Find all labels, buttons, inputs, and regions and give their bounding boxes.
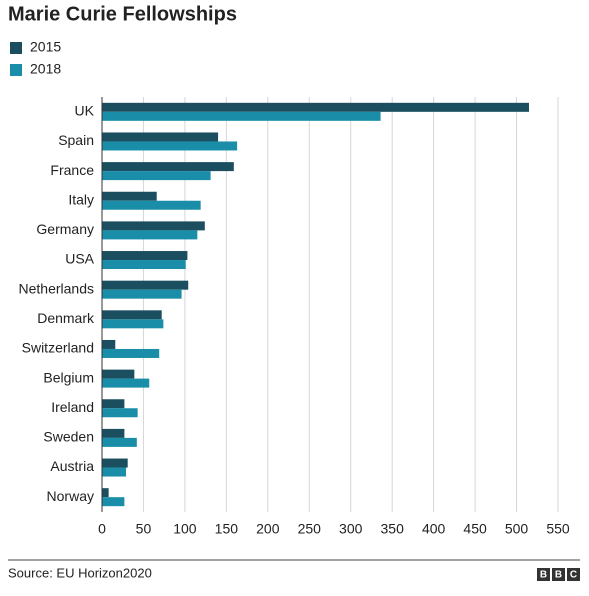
- y-tick-label: Austria: [50, 458, 94, 474]
- bar: [102, 280, 189, 290]
- logo-letter: B: [540, 570, 547, 581]
- y-tick-label: Norway: [47, 488, 94, 504]
- x-tick-label: 250: [298, 521, 322, 537]
- legend-label: 2015: [30, 39, 61, 55]
- bar: [102, 348, 160, 358]
- y-tick-label: Belgium: [43, 369, 94, 385]
- chart-title: Marie Curie Fellowships: [8, 3, 237, 25]
- y-tick-label: Switzerland: [22, 340, 94, 356]
- bar: [102, 467, 127, 477]
- bar: [102, 369, 135, 379]
- bar: [102, 141, 238, 151]
- y-tick-label: Italy: [68, 191, 94, 207]
- y-tick-label: Netherlands: [19, 280, 95, 296]
- x-tick-label: 100: [173, 521, 197, 537]
- x-tick-label: 400: [422, 521, 446, 537]
- x-tick-label: 450: [463, 521, 487, 537]
- x-tick-label: 200: [256, 521, 280, 537]
- bar: [102, 488, 109, 498]
- bar: [102, 251, 188, 261]
- y-tick-label: Ireland: [51, 399, 94, 415]
- bar: [102, 378, 150, 388]
- y-tick-label: Sweden: [43, 429, 94, 445]
- x-tick-label: 0: [98, 521, 106, 537]
- logo-letter: C: [570, 570, 577, 581]
- bar: [102, 319, 164, 329]
- bar: [102, 437, 137, 447]
- y-tick-label: Spain: [58, 132, 94, 148]
- x-tick-label: 150: [215, 521, 239, 537]
- source: Source: EU Horizon2020: [8, 565, 152, 580]
- logo-letter: B: [555, 570, 562, 581]
- y-tick-label: Denmark: [37, 310, 95, 326]
- bar: [102, 221, 205, 231]
- bar: [102, 132, 219, 142]
- legend-label: 2018: [30, 61, 61, 77]
- bar: [102, 289, 182, 299]
- x-tick-label: 300: [339, 521, 363, 537]
- legend-swatch: [10, 42, 22, 54]
- x-tick-label: 50: [136, 521, 152, 537]
- bar: [102, 428, 125, 438]
- y-tick-label: UK: [75, 103, 95, 119]
- bar: [102, 260, 186, 270]
- x-tick-label: 350: [381, 521, 405, 537]
- x-tick-label: 500: [505, 521, 529, 537]
- y-tick-label: USA: [65, 251, 94, 267]
- bar: [102, 408, 138, 418]
- bar: [102, 200, 201, 210]
- bar: [102, 102, 529, 112]
- bar: [102, 111, 381, 121]
- bar: [102, 339, 116, 349]
- y-tick-label: Germany: [36, 221, 94, 237]
- logo-box: [537, 568, 550, 581]
- logo-box: [567, 568, 580, 581]
- bar: [102, 162, 234, 172]
- x-tick-label: 550: [546, 521, 570, 537]
- bar: [102, 310, 162, 320]
- bar: [102, 171, 211, 181]
- bar: [102, 458, 128, 468]
- bar: [102, 230, 198, 240]
- bar: [102, 399, 125, 409]
- legend-swatch: [10, 64, 22, 76]
- bar: [102, 191, 157, 201]
- logo-box: [552, 568, 565, 581]
- bar: [102, 497, 125, 507]
- y-tick-label: France: [50, 162, 94, 178]
